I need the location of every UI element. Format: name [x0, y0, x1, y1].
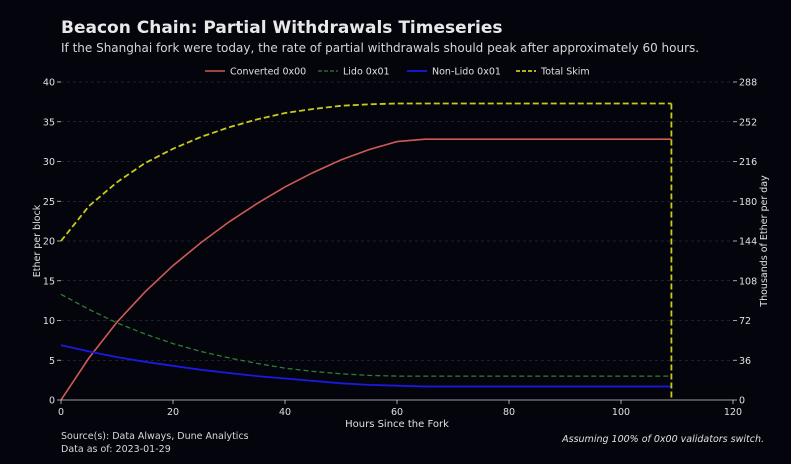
x-tick-label: 100 — [612, 407, 630, 418]
x-tick-label: 120 — [724, 407, 742, 418]
legend-label: Total Skim — [540, 67, 590, 78]
chart-subtitle: If the Shanghai fork were today, the rat… — [61, 41, 700, 55]
y2-tick-label: 108 — [739, 276, 757, 287]
y-tick-label: 0 — [49, 396, 55, 407]
legend-label: Lido 0x01 — [343, 67, 390, 78]
y-tick-label: 5 — [49, 356, 55, 367]
series-total-skim — [60, 102, 672, 242]
y2-tick-label: 72 — [739, 316, 751, 327]
assumption-note: Assuming 100% of 0x00 validators switch. — [562, 434, 764, 445]
y-tick-label: 40 — [43, 78, 55, 89]
y2-tick-label: 36 — [739, 356, 751, 367]
source-note: Source(s): Data Always, Dune Analytics D… — [61, 430, 249, 456]
y2-tick-label: 216 — [739, 157, 757, 168]
y-tick-label: 10 — [43, 316, 55, 327]
y2-tick-label: 252 — [739, 117, 757, 128]
grid-lines — [61, 81, 733, 361]
series-converted-0x00 — [60, 138, 672, 401]
legend-label: Converted 0x00 — [230, 67, 306, 78]
data-date-line: Data as of: 2023-01-29 — [61, 444, 171, 455]
y-tick-label: 35 — [43, 117, 55, 128]
x-tick-label: 20 — [167, 407, 179, 418]
y2-axis-label: Thousands of Ether per day — [759, 175, 770, 308]
y-tick-label: 20 — [43, 237, 55, 248]
legend: Converted 0x00 Lido 0x01 Non-Lido 0x01 Tota… — [205, 67, 590, 78]
y-tick-label: 15 — [43, 276, 55, 287]
y2-tick-label: 288 — [739, 78, 757, 89]
x-tick-label: 60 — [391, 407, 403, 418]
series-lines — [60, 102, 673, 401]
x-tick-label: 0 — [58, 407, 64, 418]
x-tick-label: 80 — [503, 407, 515, 418]
series-lido-0x01 — [60, 293, 672, 377]
series-non-lido-0x01 — [60, 344, 672, 388]
x-axis-label: Hours Since the Fork — [345, 419, 449, 430]
legend-label: Non-Lido 0x01 — [432, 67, 501, 78]
x-tick-label: 40 — [279, 407, 291, 418]
y-axis-label: Ether per block — [32, 204, 43, 277]
chart-title: Beacon Chain: Partial Withdrawals Timese… — [61, 18, 503, 38]
y2-tick-label: 144 — [739, 237, 757, 248]
source-line: Source(s): Data Always, Dune Analytics — [61, 431, 249, 442]
y2-tick-label: 0 — [739, 396, 745, 407]
y2-tick-label: 180 — [739, 197, 757, 208]
y-tick-label: 30 — [43, 157, 55, 168]
y-tick-label: 25 — [43, 197, 55, 208]
axes: 0 5 10 15 20 25 30 35 40 0 36 72 108 144 180 216 252 288 0… — [32, 78, 770, 431]
